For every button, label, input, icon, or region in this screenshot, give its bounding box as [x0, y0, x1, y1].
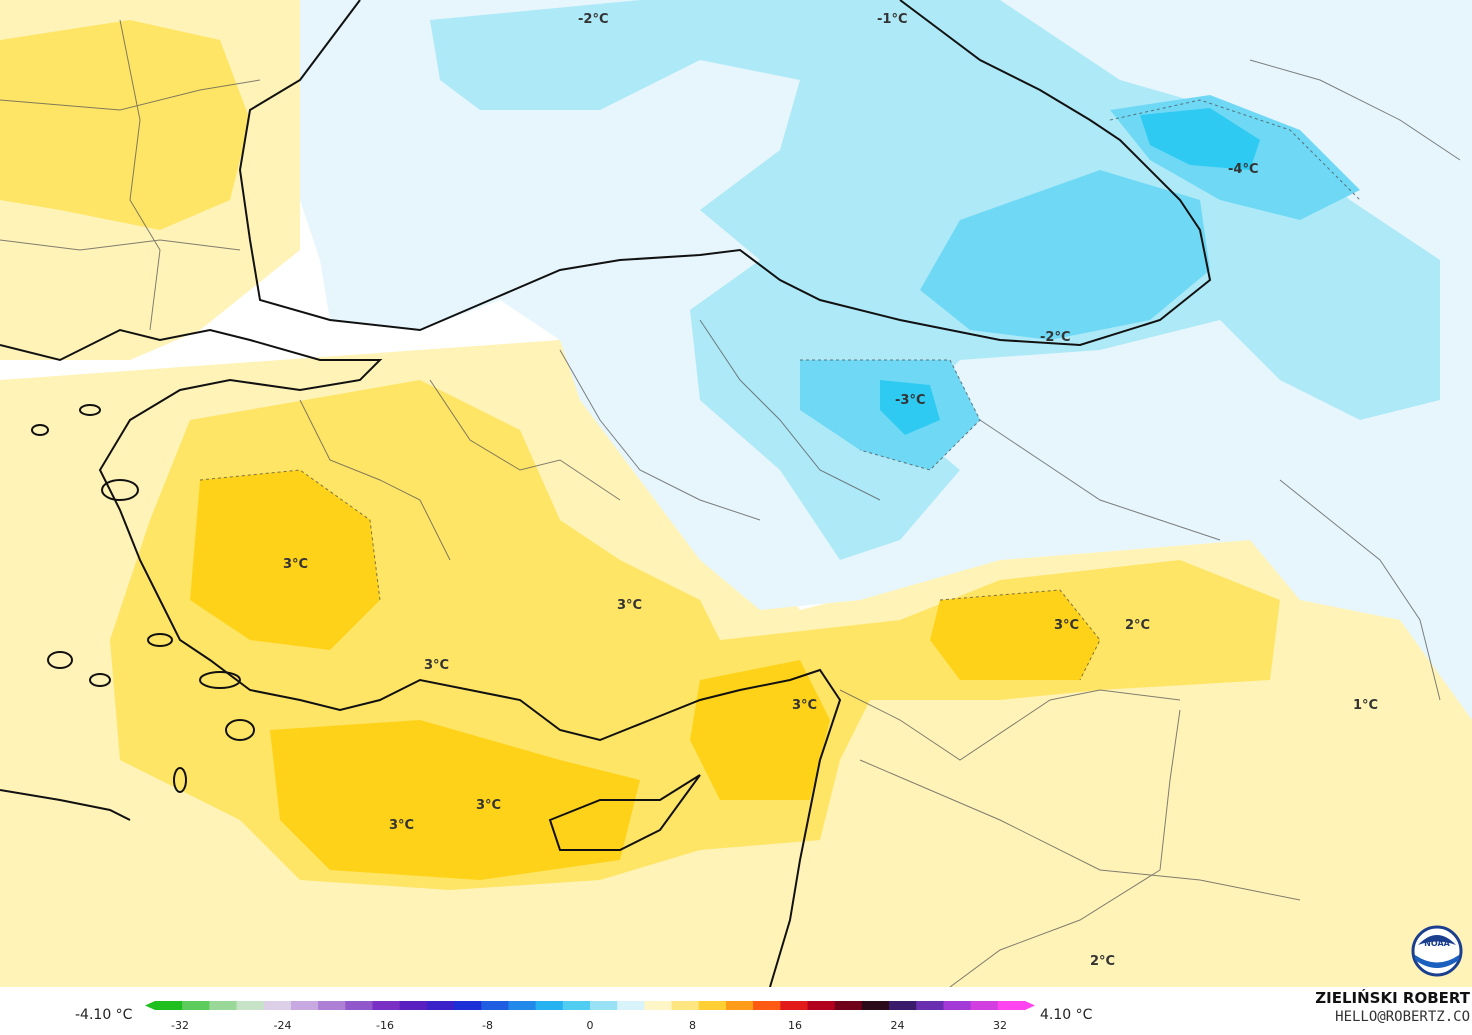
colorbar-cell [318, 1001, 346, 1010]
colorbar-cell [834, 1001, 863, 1010]
colorbar-cell [916, 1001, 944, 1010]
colorbar-cell [698, 1001, 727, 1010]
svg-text:NOAA: NOAA [1424, 939, 1450, 948]
colorbar-cell [481, 1001, 509, 1010]
colorbar-tick-label: 8 [689, 1019, 696, 1032]
colorbar-cell [263, 1001, 292, 1010]
colorbar-cell [372, 1001, 401, 1010]
legend-min-label: -4.10 °C [75, 1007, 133, 1023]
colorbar-cell [590, 1001, 618, 1010]
coastlines [0, 0, 1212, 987]
colorbar-cell [535, 1001, 564, 1010]
colorbar-cell [889, 1001, 917, 1010]
contours [199, 99, 1361, 681]
colorbar-cell [345, 1001, 373, 1010]
colorbar-cell [290, 1001, 319, 1010]
colorbar-cell [997, 1001, 1026, 1010]
colorbar-cell [426, 1001, 455, 1010]
credit-email: HELLO@ROBERTZ.CO [1335, 1009, 1470, 1025]
map-label: -1°C [877, 12, 908, 27]
colorbar-cell [970, 1001, 999, 1010]
colorbar-left-arrow [145, 1001, 155, 1010]
map-label: 3°C [792, 698, 818, 713]
colorbar-cell [182, 1001, 210, 1010]
warm-zone-strong [690, 660, 830, 800]
colorbar-cell [780, 1001, 808, 1010]
colorbar-cell [807, 1001, 836, 1010]
map-label: -2°C [1040, 330, 1071, 345]
map-label: 3°C [424, 658, 450, 673]
map-label: 2°C [1125, 618, 1151, 633]
map-label: -4°C [1228, 162, 1259, 177]
legend-bar: -4.10 °C 4.10 °C -32 -24 -16 -8 0 8 16 24 32 ZIE… [0, 987, 1472, 1035]
colorbar-tick-label: 0 [586, 1019, 594, 1032]
legend-max-label: 4.10 °C [1040, 1007, 1093, 1023]
colorbar-cell [943, 1001, 972, 1010]
colorbar-tick-label: -24 [273, 1019, 292, 1032]
colorbar-cell [209, 1001, 238, 1010]
cold-zone-core [1140, 108, 1260, 170]
borders [0, 19, 1461, 987]
colorbar-cell [454, 1001, 482, 1010]
noaa-logo-icon: NOAA [1411, 925, 1463, 977]
colorbar-cell [725, 1001, 754, 1010]
cold-zone-core [880, 380, 940, 435]
colorbar-cell [562, 1001, 591, 1010]
colorbar-tick-label: -8 [482, 1019, 493, 1032]
colorbar-tick-label: 32 [993, 1019, 1007, 1032]
map-label: 3°C [617, 598, 643, 613]
islands [31, 404, 255, 793]
map-label: 3°C [389, 818, 415, 833]
map-label: 3°C [1054, 618, 1080, 633]
map-label: -2°C [578, 12, 609, 27]
colorbar-cell [617, 1001, 645, 1010]
warm-zone-strong [190, 470, 380, 650]
colorbar [145, 1001, 1035, 1010]
map-label: 2°C [1090, 954, 1116, 969]
warm-zone-strong [930, 590, 1100, 680]
colorbar-tick-label: 16 [788, 1019, 802, 1032]
colorbar-tick-label: 24 [890, 1019, 905, 1032]
colorbar-cell [671, 1001, 700, 1010]
colorbar-right-arrow [1025, 1001, 1035, 1010]
colorbar-cell [155, 1001, 183, 1010]
credit-name: ZIELIŃSKI ROBERT [1315, 989, 1470, 1007]
colorbar-tick-label: -16 [376, 1019, 394, 1032]
colorbar-cell [399, 1001, 428, 1010]
colorbar-tick-label: -32 [171, 1019, 189, 1032]
map-label: 1°C [1353, 698, 1379, 713]
colorbar-cell [861, 1001, 890, 1010]
colorbar-cell [236, 1001, 265, 1010]
temperature-anomaly-map: NOAA [0, 0, 1472, 987]
map-label: -3°C [895, 393, 926, 408]
colorbar-cell [753, 1001, 781, 1010]
cold-zone-strong [920, 170, 1210, 340]
colorbar-cell [508, 1001, 537, 1010]
colorbar-cell [644, 1001, 673, 1010]
warm-zone-strong [270, 720, 640, 880]
map-label: 3°C [476, 798, 502, 813]
map-label: 3°C [283, 557, 309, 572]
warm-zone-mid [0, 20, 250, 230]
